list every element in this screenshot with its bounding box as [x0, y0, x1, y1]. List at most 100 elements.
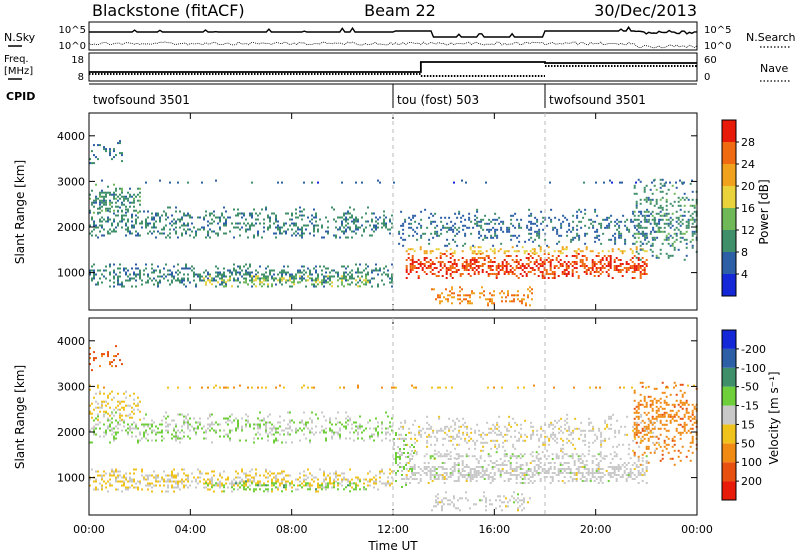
data-cell	[632, 478, 634, 480]
data-cell	[147, 434, 149, 436]
data-cell	[313, 235, 315, 237]
data-cell	[490, 237, 492, 239]
data-cell	[243, 481, 245, 483]
data-cell	[341, 279, 343, 281]
data-cell	[133, 274, 135, 276]
data-cell	[117, 142, 119, 144]
data-cell	[400, 237, 402, 239]
data-cell	[135, 469, 137, 471]
data-cell	[245, 424, 247, 426]
data-cell	[119, 401, 121, 403]
data-cell	[562, 457, 564, 459]
data-cell	[478, 221, 480, 223]
data-cell	[211, 471, 213, 473]
data-cell	[337, 285, 339, 287]
data-cell	[658, 257, 660, 259]
data-cell	[412, 455, 414, 457]
data-cell	[251, 469, 253, 471]
data-cell	[692, 235, 694, 237]
data-cell	[179, 211, 181, 213]
data-cell	[255, 484, 257, 486]
data-cell	[618, 466, 620, 468]
data-cell	[265, 209, 267, 211]
data-cell	[416, 239, 418, 241]
data-cell	[209, 237, 211, 239]
data-cell	[167, 274, 169, 276]
data-cell	[177, 270, 179, 272]
data-cell	[357, 285, 359, 287]
data-cell	[291, 420, 293, 422]
data-cell	[197, 469, 199, 471]
data-cell	[147, 211, 149, 213]
data-cell	[618, 235, 620, 237]
data-cell	[329, 276, 331, 278]
data-cell	[510, 464, 512, 466]
data-cell	[373, 481, 375, 483]
data-cell	[143, 436, 145, 438]
data-cell	[275, 217, 277, 219]
data-cell	[532, 269, 534, 271]
data-cell	[339, 475, 341, 477]
data-cell	[431, 387, 433, 389]
data-cell	[263, 490, 265, 492]
data-cell	[426, 257, 428, 259]
data-cell	[478, 252, 480, 254]
data-cell	[595, 182, 597, 184]
data-cell	[516, 275, 518, 277]
data-cell	[554, 250, 556, 252]
data-cell	[195, 481, 197, 483]
data-cell	[472, 474, 474, 476]
data-cell	[279, 280, 281, 282]
data-cell	[598, 476, 600, 478]
data-cell	[472, 440, 474, 442]
data-cell	[341, 275, 343, 277]
data-cell	[646, 460, 648, 462]
data-cell	[285, 223, 287, 225]
data-cell	[187, 268, 189, 270]
data-cell	[165, 264, 167, 266]
data-cell	[436, 472, 438, 474]
data-cell	[373, 270, 375, 272]
data-cell	[454, 241, 456, 243]
data-cell	[147, 274, 149, 276]
data-cell	[518, 466, 520, 468]
data-cell	[133, 399, 135, 401]
data-cell	[119, 359, 121, 361]
data-cell	[189, 387, 191, 389]
data-cell	[500, 248, 502, 250]
data-cell	[494, 252, 496, 254]
data-cell	[694, 207, 696, 209]
data-cell	[107, 481, 109, 483]
data-cell	[313, 229, 315, 231]
data-cell	[331, 281, 333, 283]
data-cell	[464, 422, 466, 424]
data-cell	[243, 215, 245, 217]
data-cell	[558, 480, 560, 482]
data-cell	[574, 464, 576, 466]
data-cell	[375, 428, 377, 430]
data-cell	[243, 473, 245, 475]
data-cell	[93, 144, 95, 146]
data-cell	[171, 471, 173, 473]
data-cell	[381, 223, 383, 225]
data-cell	[636, 251, 638, 253]
data-cell	[474, 267, 476, 269]
data-cell	[632, 271, 634, 273]
data-cell	[420, 434, 422, 436]
data-cell	[596, 263, 598, 265]
data-cell	[311, 278, 313, 280]
data-cell	[432, 480, 434, 482]
data-cell	[484, 478, 486, 480]
data-cell	[638, 257, 640, 259]
data-cell	[325, 486, 327, 488]
data-cell	[211, 422, 213, 424]
data-cell	[315, 414, 317, 416]
data-cell	[205, 237, 207, 239]
data-cell	[584, 267, 586, 269]
data-cell	[113, 471, 115, 473]
data-cell	[400, 434, 402, 436]
data-cell	[664, 183, 666, 185]
data-cell	[666, 235, 668, 237]
data-cell	[634, 271, 636, 273]
data-cell	[159, 485, 161, 487]
